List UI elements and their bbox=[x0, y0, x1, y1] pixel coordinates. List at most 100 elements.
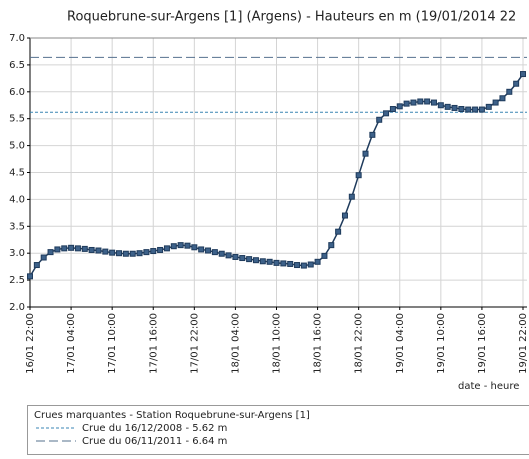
data-point bbox=[430, 99, 437, 106]
data-point bbox=[246, 256, 253, 263]
y-tick-label: 5.5 bbox=[9, 114, 25, 125]
legend-title: Crues marquantes - Station Roquebrune-su… bbox=[34, 410, 310, 421]
x-tick-label: 19/01 10:00 bbox=[436, 313, 447, 374]
data-point bbox=[232, 253, 239, 260]
data-point bbox=[300, 262, 307, 269]
data-point bbox=[163, 245, 170, 252]
y-tick-label: 2.5 bbox=[9, 275, 25, 286]
data-point bbox=[321, 252, 328, 259]
data-point bbox=[499, 95, 506, 102]
data-point bbox=[451, 104, 458, 111]
data-point bbox=[287, 260, 294, 267]
data-point bbox=[54, 246, 61, 253]
data-point bbox=[355, 172, 362, 179]
x-tick-label: 17/01 16:00 bbox=[148, 313, 159, 374]
data-point bbox=[198, 246, 205, 253]
chart-title: Roquebrune-sur-Argens [1] (Argens) - Hau… bbox=[67, 10, 516, 25]
data-point bbox=[335, 228, 342, 235]
data-point bbox=[74, 245, 81, 252]
y-tick-label: 4.0 bbox=[9, 194, 25, 205]
data-point bbox=[417, 98, 424, 105]
legend-box bbox=[27, 405, 529, 455]
data-point bbox=[513, 80, 520, 87]
data-point bbox=[520, 71, 526, 78]
data-point bbox=[184, 242, 191, 249]
data-point bbox=[389, 106, 396, 113]
data-point bbox=[424, 98, 431, 105]
x-tick-label: 18/01 10:00 bbox=[272, 313, 283, 374]
data-point bbox=[396, 103, 403, 110]
y-tick-label: 3.0 bbox=[9, 248, 25, 259]
legend-label: Crue du 16/12/2008 - 5.62 m bbox=[82, 423, 227, 434]
data-point bbox=[27, 273, 33, 280]
y-tick-label: 4.5 bbox=[9, 168, 25, 179]
data-point bbox=[205, 247, 212, 254]
data-point bbox=[129, 250, 136, 257]
data-point bbox=[157, 246, 164, 253]
data-point bbox=[68, 244, 75, 251]
data-point bbox=[362, 150, 369, 157]
y-tick-label: 7.0 bbox=[9, 33, 25, 44]
data-point bbox=[314, 258, 321, 265]
data-point bbox=[259, 258, 266, 265]
y-tick-label: 2.0 bbox=[9, 302, 25, 313]
data-point bbox=[150, 248, 157, 255]
data-point bbox=[211, 249, 218, 256]
data-point bbox=[403, 100, 410, 107]
x-tick-label: 18/01 22:00 bbox=[354, 313, 365, 374]
x-tick-label: 16/01 22:00 bbox=[25, 313, 36, 374]
data-point bbox=[444, 103, 451, 110]
y-tick-label: 5.0 bbox=[9, 141, 25, 152]
data-point bbox=[376, 116, 383, 123]
data-point bbox=[273, 259, 280, 266]
data-point bbox=[307, 261, 314, 268]
data-point bbox=[266, 258, 273, 265]
data-point bbox=[218, 250, 225, 257]
data-point bbox=[109, 249, 116, 256]
data-point bbox=[136, 250, 143, 257]
x-axis-label: date - heure bbox=[458, 381, 519, 392]
x-tick-label: 18/01 16:00 bbox=[313, 313, 324, 374]
data-point bbox=[33, 262, 40, 269]
data-point bbox=[478, 106, 485, 113]
data-point bbox=[81, 245, 88, 252]
x-tick-label: 17/01 22:00 bbox=[189, 313, 200, 374]
y-tick-label: 3.5 bbox=[9, 221, 25, 232]
data-point bbox=[88, 246, 95, 253]
x-tick-label: 19/01 04:00 bbox=[395, 313, 406, 374]
data-point bbox=[437, 102, 444, 109]
data-point bbox=[294, 262, 301, 269]
data-point bbox=[485, 103, 492, 110]
data-point bbox=[348, 193, 355, 200]
data-point bbox=[410, 99, 417, 106]
y-tick-label: 6.5 bbox=[9, 60, 25, 71]
data-point bbox=[177, 242, 184, 249]
x-tick-label: 19/01 16:00 bbox=[477, 313, 488, 374]
data-point bbox=[239, 255, 246, 262]
data-point bbox=[458, 106, 465, 113]
data-point bbox=[102, 248, 109, 255]
data-point bbox=[116, 250, 123, 257]
data-point bbox=[280, 260, 287, 267]
data-point bbox=[191, 244, 198, 251]
data-point bbox=[47, 249, 54, 256]
data-point bbox=[170, 243, 177, 250]
data-point bbox=[143, 249, 150, 256]
data-point bbox=[225, 252, 232, 259]
data-point bbox=[492, 99, 499, 106]
x-tick-label: 19/01 22:00 bbox=[518, 313, 529, 374]
data-point bbox=[369, 131, 376, 138]
data-point bbox=[472, 106, 479, 113]
data-point bbox=[122, 250, 129, 257]
data-point bbox=[40, 254, 47, 261]
x-tick-label: 18/01 04:00 bbox=[230, 313, 241, 374]
data-point bbox=[95, 247, 102, 254]
data-point bbox=[341, 212, 348, 219]
data-point bbox=[506, 88, 513, 95]
data-point bbox=[465, 106, 472, 113]
x-tick-label: 17/01 10:00 bbox=[107, 313, 118, 374]
y-tick-label: 6.0 bbox=[9, 87, 25, 98]
data-point bbox=[383, 110, 390, 117]
x-tick-label: 17/01 04:00 bbox=[66, 313, 77, 374]
